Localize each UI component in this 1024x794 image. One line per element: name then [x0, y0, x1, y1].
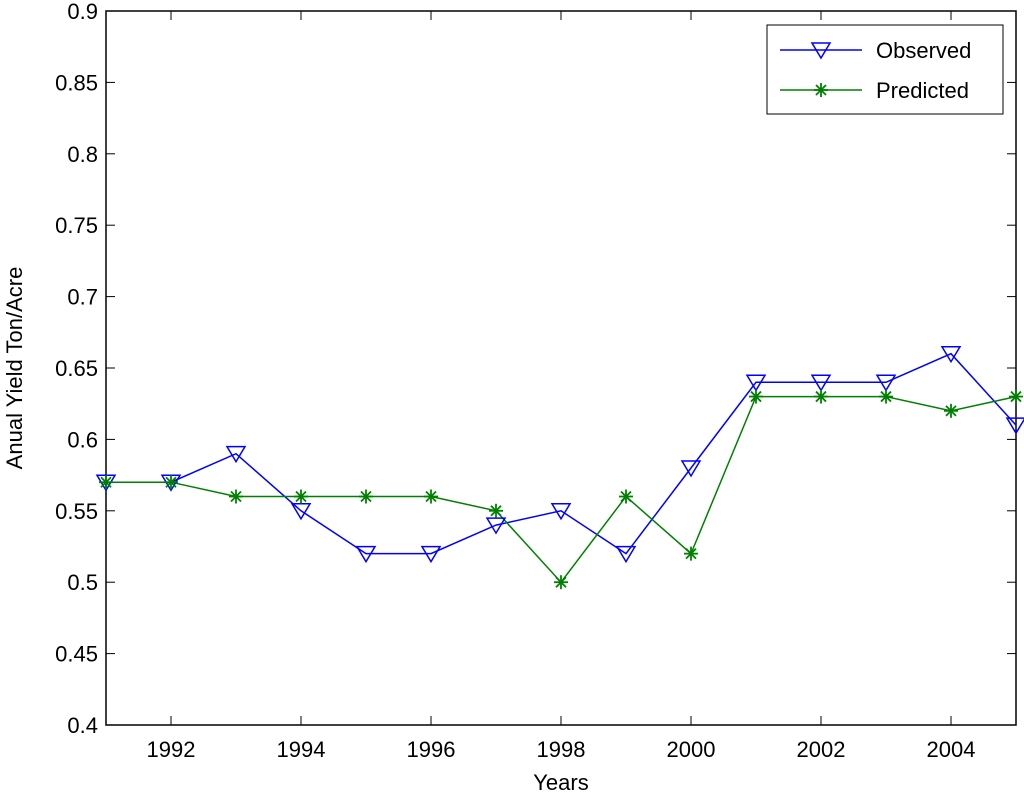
y-tick-label: 0.6: [67, 427, 98, 452]
data-point-observed: [420, 545, 442, 564]
x-tick-label: 2004: [927, 737, 976, 762]
data-point-observed: [485, 517, 507, 535]
data-point-observed: [290, 503, 312, 521]
data-point-predicted: [359, 489, 373, 504]
y-axis-title: Anual Yield Ton/Acre: [2, 267, 27, 470]
series-line-observed: [106, 352, 1017, 555]
y-tick-label: 0.9: [67, 0, 98, 24]
y-tick-label: 0.65: [55, 356, 98, 381]
data-point-predicted: [879, 389, 893, 404]
legend-label-predicted: Predicted: [876, 78, 969, 103]
plot-area: [105, 10, 1017, 726]
data-point-predicted: [554, 575, 568, 590]
legend-marker-predicted: [814, 83, 828, 97]
y-tick-label: 0.5: [67, 570, 98, 595]
x-axis-title: Years: [533, 770, 588, 794]
data-point-predicted: [294, 489, 308, 504]
legend-marker-observed: [810, 42, 832, 60]
legend-box: [766, 24, 1004, 115]
data-point-observed: [940, 345, 962, 364]
data-point-observed: [875, 374, 897, 392]
x-tick-label: 2000: [667, 737, 716, 762]
data-point-observed: [615, 545, 637, 564]
y-tick-label: 0.8: [67, 142, 98, 167]
y-tick-label: 0.45: [55, 642, 98, 667]
data-point-predicted: [619, 489, 633, 504]
data-point-observed: [745, 374, 767, 392]
data-point-observed: [550, 503, 572, 521]
data-point-observed: [810, 374, 832, 392]
legend: Observed Predicted: [766, 24, 1004, 115]
x-tick-label: 2002: [797, 737, 846, 762]
data-point-predicted: [489, 503, 503, 518]
x-tick-label: 1992: [147, 737, 196, 762]
data-point-predicted: [944, 403, 958, 418]
x-tick-label: 1994: [277, 737, 326, 762]
data-point-predicted: [424, 489, 438, 504]
data-point-predicted: [814, 389, 828, 404]
x-tick-label: 1996: [407, 737, 456, 762]
y-tick-label: 0.4: [67, 713, 98, 738]
y-tick-label: 0.55: [55, 499, 98, 524]
data-point-predicted: [684, 546, 698, 561]
data-point-observed: [355, 545, 377, 564]
data-point-predicted: [164, 475, 178, 490]
y-tick-label: 0.85: [55, 70, 98, 95]
data-point-predicted: [229, 489, 243, 504]
data-point-observed: [680, 460, 702, 478]
data-point-predicted: [99, 475, 113, 490]
y-tick-label: 0.75: [55, 213, 98, 238]
data-point-predicted: [1009, 389, 1023, 404]
data-point-predicted: [749, 389, 763, 404]
legend-label-observed: Observed: [876, 38, 971, 63]
data-point-observed: [1005, 417, 1024, 435]
x-tick-label: 1998: [537, 737, 586, 762]
data-point-observed: [225, 445, 247, 464]
y-tick-label: 0.7: [67, 285, 98, 310]
